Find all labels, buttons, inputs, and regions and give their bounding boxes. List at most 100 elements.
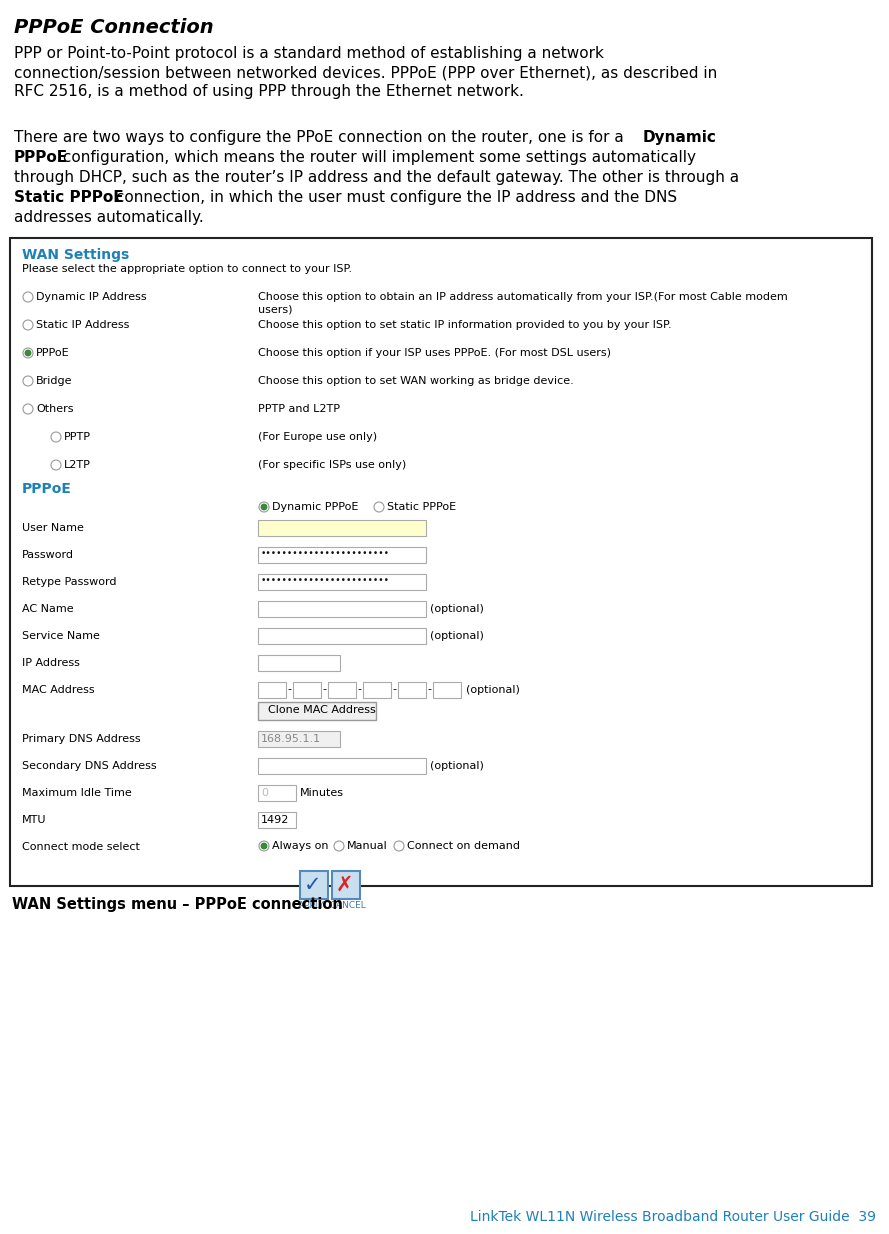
Text: RFC 2516, is a method of using PPP through the Ethernet network.: RFC 2516, is a method of using PPP throu… [14,84,524,99]
Circle shape [23,292,33,302]
Circle shape [394,842,404,851]
Text: Please select the appropriate option to connect to your ISP.: Please select the appropriate option to … [22,264,352,274]
Text: (optional): (optional) [430,761,484,771]
Text: -: - [322,684,326,694]
Text: Others: Others [36,404,74,413]
Circle shape [261,505,267,510]
Bar [433,682,461,698]
Text: ✗: ✗ [336,875,354,895]
Bar [258,702,376,719]
Bar [258,655,340,671]
Text: Static PPPoE: Static PPPoE [387,502,456,512]
Circle shape [374,502,384,512]
Text: PPPoE: PPPoE [22,482,72,496]
Text: Minutes: Minutes [300,789,344,798]
Text: -: - [427,684,431,694]
Text: Manual: Manual [347,842,388,851]
Text: PPTP: PPTP [64,432,91,442]
Text: ✓: ✓ [304,875,322,895]
Text: PPPoE: PPPoE [14,151,68,165]
Circle shape [261,843,267,849]
Text: Static IP Address: Static IP Address [36,320,130,329]
Text: through DHCP, such as the router’s IP address and the default gateway. The other: through DHCP, such as the router’s IP ad… [14,170,739,185]
Text: 1492: 1492 [261,814,290,826]
Circle shape [259,842,269,851]
Text: connection/session between networked devices. PPPoE (PPP over Ethernet), as desc: connection/session between networked dev… [14,65,717,80]
Circle shape [23,320,33,329]
Bar [258,812,296,828]
Text: Password: Password [22,550,74,560]
Text: (For specific ISPs use only): (For specific ISPs use only) [258,460,406,470]
Text: Service Name: Service Name [22,631,100,640]
Text: (For Europe use only): (For Europe use only) [258,432,377,442]
Text: AC Name: AC Name [22,603,74,615]
Text: User Name: User Name [22,523,84,533]
Text: -: - [357,684,361,694]
Text: IP Address: IP Address [22,658,80,668]
Text: Dynamic: Dynamic [643,130,717,146]
Text: Choose this option to obtain an IP address automatically from your ISP.(For most: Choose this option to obtain an IP addre… [258,292,788,302]
Bar [332,871,360,900]
Bar [10,238,872,886]
Text: Bridge: Bridge [36,376,73,386]
Text: users): users) [258,304,292,313]
Bar [300,871,328,900]
Text: 168.95.1.1: 168.95.1.1 [261,734,321,744]
Circle shape [259,502,269,512]
Text: (optional): (optional) [430,631,484,640]
Text: PPPoE Connection: PPPoE Connection [14,19,213,37]
Text: There are two ways to configure the PPoE connection on the router, one is for a: There are two ways to configure the PPoE… [14,130,629,146]
Circle shape [334,842,344,851]
Text: ••••••••••••••••••••••••: •••••••••••••••••••••••• [261,549,390,558]
Text: Always on: Always on [272,842,329,851]
Text: -: - [392,684,396,694]
Text: Primary DNS Address: Primary DNS Address [22,734,140,744]
Bar [258,547,426,563]
Text: Clone MAC Address: Clone MAC Address [268,705,376,714]
Bar [363,682,391,698]
Text: Dynamic IP Address: Dynamic IP Address [36,292,147,302]
Bar [258,574,426,590]
Text: (optional): (optional) [430,603,484,615]
Text: LinkTek WL11N Wireless Broadband Router User Guide  39: LinkTek WL11N Wireless Broadband Router … [470,1211,876,1224]
Text: PPTP and L2TP: PPTP and L2TP [258,404,340,413]
Bar [328,682,356,698]
Bar [258,758,426,774]
Circle shape [23,376,33,386]
Text: L2TP: L2TP [64,460,91,470]
Text: Dynamic PPPoE: Dynamic PPPoE [272,502,358,512]
Bar [258,520,426,536]
Text: MTU: MTU [22,814,46,826]
Bar [258,785,296,801]
Text: APPLY  CANCEL: APPLY CANCEL [298,901,365,909]
Text: Connect mode select: Connect mode select [22,842,140,851]
Text: configuration, which means the router will implement some settings automatically: configuration, which means the router wi… [58,151,696,165]
Circle shape [25,350,31,355]
Text: Static PPPoE: Static PPPoE [14,190,124,205]
Bar [293,682,321,698]
Bar [258,731,340,747]
Text: Secondary DNS Address: Secondary DNS Address [22,761,156,771]
Text: Maximum Idle Time: Maximum Idle Time [22,789,132,798]
Text: Choose this option to set static IP information provided to you by your ISP.: Choose this option to set static IP info… [258,320,671,329]
Text: PPPoE: PPPoE [36,348,69,358]
Bar [258,601,426,617]
Text: 0: 0 [261,789,268,798]
Text: PPP or Point-to-Point protocol is a standard method of establishing a network: PPP or Point-to-Point protocol is a stan… [14,46,604,60]
Text: Choose this option to set WAN working as bridge device.: Choose this option to set WAN working as… [258,376,573,386]
Text: (optional): (optional) [466,685,520,695]
Bar [258,628,426,644]
Circle shape [51,460,61,470]
Text: Retype Password: Retype Password [22,578,116,587]
Circle shape [23,348,33,358]
Text: addresses automatically.: addresses automatically. [14,210,204,225]
Text: Choose this option if your ISP uses PPPoE. (For most DSL users): Choose this option if your ISP uses PPPo… [258,348,611,358]
Circle shape [23,404,33,413]
Text: -: - [287,684,291,694]
Text: connection, in which the user must configure the IP address and the DNS: connection, in which the user must confi… [111,190,677,205]
Bar [398,682,426,698]
Text: ••••••••••••••••••••••••: •••••••••••••••••••••••• [261,576,390,585]
Bar [258,682,286,698]
Text: MAC Address: MAC Address [22,685,94,695]
Text: WAN Settings: WAN Settings [22,248,129,262]
